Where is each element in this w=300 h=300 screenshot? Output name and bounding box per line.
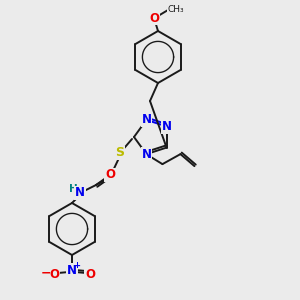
Text: O: O	[85, 268, 95, 281]
Text: N: N	[162, 120, 172, 133]
Text: N: N	[75, 187, 85, 200]
Text: O: O	[149, 11, 159, 25]
Text: N: N	[141, 113, 152, 126]
Text: CH₃: CH₃	[168, 4, 184, 14]
Text: O: O	[105, 169, 115, 182]
Text: H: H	[69, 184, 77, 194]
Text: S: S	[116, 146, 124, 160]
Text: O: O	[49, 268, 59, 281]
Text: −: −	[41, 266, 51, 280]
Text: N: N	[67, 263, 77, 277]
Text: N: N	[141, 148, 152, 160]
Text: +: +	[74, 262, 80, 271]
